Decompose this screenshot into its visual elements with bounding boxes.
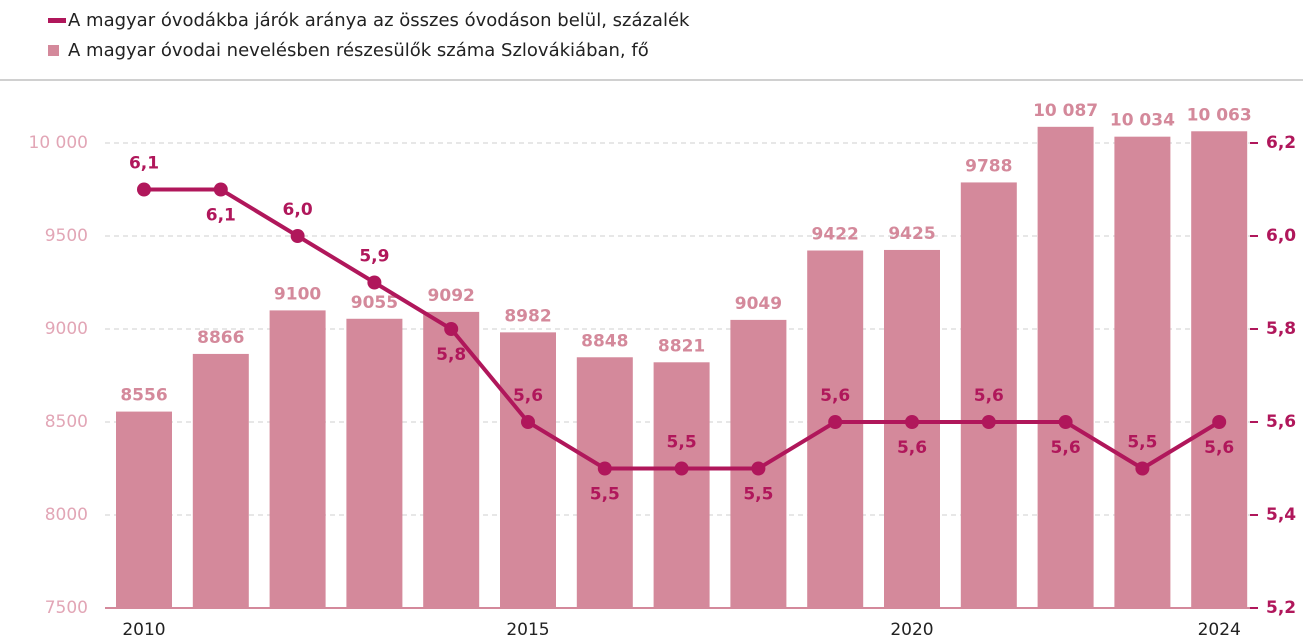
y2-tick-label: 5,6 — [1266, 412, 1296, 432]
bar-label: 10 087 — [1033, 101, 1098, 121]
line-point — [1135, 461, 1150, 476]
line-point — [367, 275, 382, 290]
line-label: 5,6 — [897, 438, 927, 458]
line-label: 5,8 — [436, 345, 466, 365]
line-point — [905, 415, 919, 429]
line-point — [521, 415, 535, 429]
bar-label: 9788 — [965, 156, 1012, 176]
y2-tick-label: 5,2 — [1266, 598, 1296, 618]
line-label: 5,5 — [743, 485, 773, 505]
line-point — [981, 415, 996, 429]
bar — [1037, 126, 1094, 609]
x-tick-label: 2024 — [1198, 620, 1241, 640]
bar-label: 8821 — [658, 336, 705, 356]
x-tick-label: 2015 — [506, 620, 549, 640]
bar — [423, 311, 480, 608]
bar-label: 9055 — [351, 293, 398, 313]
bar — [346, 318, 403, 608]
line-point — [137, 182, 151, 197]
bar-label: 8982 — [504, 306, 551, 326]
line-label: 6,0 — [283, 200, 313, 220]
y-tick-label: 8000 — [45, 505, 88, 525]
legend-entry: A magyar óvodákba járók aránya az összes… — [68, 10, 690, 31]
y2-tick-label: 6,0 — [1266, 226, 1296, 246]
line-label: 5,5 — [1127, 433, 1157, 453]
legend-line-swatch — [48, 18, 66, 23]
bar — [576, 357, 633, 608]
bar — [1114, 136, 1171, 608]
bar-label: 9422 — [812, 225, 859, 245]
bar-label: 10 034 — [1110, 111, 1175, 131]
bar — [269, 310, 326, 608]
line-label: 5,6 — [513, 386, 543, 406]
y-tick-label: 7500 — [45, 598, 88, 618]
bar — [500, 332, 556, 608]
bar — [192, 353, 249, 608]
y-tick-label: 9000 — [45, 319, 88, 339]
x-tick-label: 2010 — [122, 620, 165, 640]
bar-label: 9049 — [735, 294, 782, 314]
line-point — [1212, 415, 1227, 429]
bar — [960, 182, 1017, 608]
bar-label: 8556 — [120, 386, 167, 406]
bar-label: 9092 — [428, 286, 475, 306]
line-point — [213, 182, 228, 197]
line-label: 6,1 — [129, 154, 159, 174]
y-tick-label: 8500 — [45, 412, 88, 432]
line-point — [597, 461, 612, 476]
line-label: 5,9 — [359, 247, 389, 267]
y-tick-label: 9500 — [45, 226, 88, 246]
bar — [116, 411, 172, 608]
line-label: 5,5 — [667, 433, 697, 453]
legend-entry: A magyar óvodai nevelésben részesülők sz… — [68, 40, 649, 61]
line-label: 5,6 — [1204, 438, 1234, 458]
line-point — [674, 461, 689, 476]
bar-label: 8866 — [197, 328, 244, 348]
bar — [807, 250, 864, 608]
bar-label: 9425 — [888, 224, 935, 244]
line-point — [751, 461, 766, 476]
line-point — [444, 322, 459, 336]
line-label: 5,6 — [1051, 438, 1081, 458]
legend-bar-swatch — [48, 45, 59, 56]
bar — [653, 362, 710, 608]
line-label: 5,6 — [974, 386, 1004, 406]
line-point — [828, 415, 843, 429]
bar-label: 9100 — [274, 284, 321, 304]
bar — [1191, 131, 1248, 609]
y-tick-label: 10 000 — [29, 133, 88, 153]
bar-label: 8848 — [581, 331, 628, 351]
line-label: 5,5 — [590, 485, 620, 505]
line-label: 6,1 — [206, 206, 236, 226]
line-point — [1058, 415, 1073, 429]
x-tick-label: 2020 — [890, 620, 933, 640]
line-point — [290, 229, 305, 243]
bar-label: 10 063 — [1187, 105, 1252, 125]
y2-tick-label: 5,8 — [1266, 319, 1296, 339]
y2-tick-label: 5,4 — [1266, 505, 1296, 525]
line-label: 5,6 — [820, 386, 850, 406]
y2-tick-label: 6,2 — [1266, 133, 1296, 153]
